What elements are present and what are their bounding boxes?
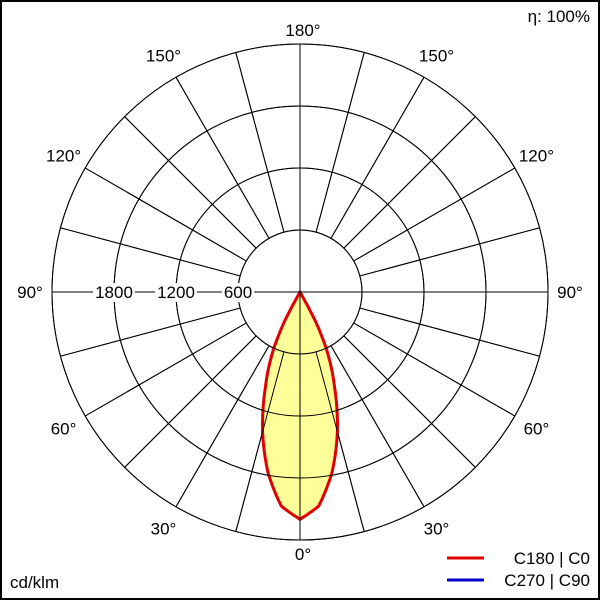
angle-label-90: 90°	[17, 283, 43, 302]
legend-label-c180: C180 | C0	[514, 549, 590, 568]
angle-label-120: 120°	[519, 147, 554, 166]
spoke-135	[343, 116, 476, 249]
spoke-15	[315, 351, 365, 532]
unit-label: cd/klm	[10, 573, 59, 592]
spoke-30	[330, 345, 425, 508]
spoke-75	[359, 307, 540, 357]
legend-label-c270: C270 | C90	[504, 571, 590, 590]
angle-label-60: 60°	[524, 420, 550, 439]
radial-tick-label: 1200	[157, 283, 195, 302]
spoke-105	[60, 227, 241, 277]
legend: C180 | C0 C270 | C90	[447, 549, 590, 590]
spoke-15	[235, 351, 285, 532]
angle-label-180: 180°	[285, 21, 320, 40]
spoke-75	[60, 307, 241, 357]
angle-label-90: 90°	[557, 283, 583, 302]
angle-label-120: 120°	[46, 147, 81, 166]
angle-label-150: 150°	[419, 47, 454, 66]
spoke-165	[315, 52, 365, 233]
spoke-105	[359, 227, 540, 277]
angle-label-60: 60°	[51, 420, 77, 439]
radial-tick-label: 1800	[95, 283, 133, 302]
spoke-135	[124, 116, 257, 249]
angle-label-0: 0°	[295, 545, 311, 564]
radial-tick-label-bg	[155, 283, 197, 302]
spoke-150	[330, 76, 425, 239]
spoke-45	[124, 335, 257, 468]
spoke-165	[235, 52, 285, 233]
spoke-150	[175, 76, 270, 239]
spoke-30	[175, 345, 270, 508]
radial-tick-label-bg	[93, 283, 135, 302]
angle-label-150: 150°	[146, 47, 181, 66]
efficiency-label: η: 100%	[528, 7, 590, 26]
spoke-120	[84, 167, 247, 262]
spoke-45	[343, 335, 476, 468]
angle-label-30: 30°	[424, 519, 450, 538]
spoke-120	[353, 167, 516, 262]
spoke-60	[84, 322, 247, 417]
spoke-60	[353, 322, 516, 417]
radial-tick-label: 600	[224, 283, 252, 302]
angle-label-30: 30°	[151, 519, 177, 538]
radial-tick-label-bg	[221, 283, 255, 302]
